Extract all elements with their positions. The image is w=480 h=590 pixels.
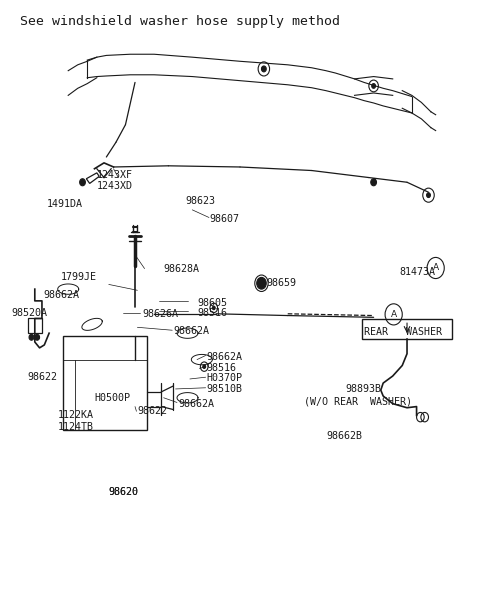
Circle shape	[257, 277, 266, 289]
Text: 98620: 98620	[109, 487, 139, 497]
Text: 98520A: 98520A	[11, 307, 47, 317]
Text: 98516: 98516	[197, 307, 227, 317]
Text: 1122KA
1124TB: 1122KA 1124TB	[58, 411, 94, 432]
Text: 98626A: 98626A	[142, 309, 178, 319]
Circle shape	[35, 335, 39, 340]
Text: 81473A: 81473A	[400, 267, 436, 277]
Circle shape	[80, 179, 85, 186]
Text: 98623: 98623	[185, 196, 215, 206]
Text: 98622: 98622	[137, 407, 168, 417]
Text: A: A	[432, 264, 439, 273]
Circle shape	[212, 306, 215, 310]
Text: 98659: 98659	[266, 278, 296, 289]
Circle shape	[29, 335, 34, 340]
Text: 1243XF
1243XD: 1243XF 1243XD	[97, 170, 133, 191]
Bar	[63, 336, 147, 430]
Text: 98510B: 98510B	[206, 384, 242, 394]
Circle shape	[262, 66, 266, 72]
Circle shape	[427, 193, 431, 198]
Text: 98893B: 98893B	[345, 384, 381, 394]
Text: See windshield washer hose supply method: See windshield washer hose supply method	[21, 15, 340, 28]
Text: 98662A: 98662A	[43, 290, 79, 300]
Text: A: A	[391, 310, 397, 319]
Text: H0370P: H0370P	[206, 373, 242, 384]
Bar	[28, 319, 42, 333]
Text: 1491DA: 1491DA	[47, 199, 83, 209]
Text: 1799JE: 1799JE	[61, 273, 97, 283]
Text: 98628A: 98628A	[164, 264, 200, 274]
Text: 98620: 98620	[109, 487, 139, 497]
Text: H0500P: H0500P	[95, 393, 131, 403]
Text: 98662A: 98662A	[206, 352, 242, 362]
Text: 98605: 98605	[197, 297, 227, 307]
Text: 98662A: 98662A	[178, 399, 214, 409]
Circle shape	[203, 365, 205, 368]
Text: 98662B: 98662B	[326, 431, 362, 441]
Text: 98662A: 98662A	[173, 326, 209, 336]
Text: 98622: 98622	[28, 372, 58, 382]
Text: 98516: 98516	[206, 363, 237, 373]
Circle shape	[372, 84, 375, 88]
Text: REAR   WASHER: REAR WASHER	[364, 327, 442, 337]
Circle shape	[371, 179, 376, 186]
Text: (W/O REAR  WASHER): (W/O REAR WASHER)	[304, 397, 412, 407]
Text: 98607: 98607	[209, 214, 239, 224]
